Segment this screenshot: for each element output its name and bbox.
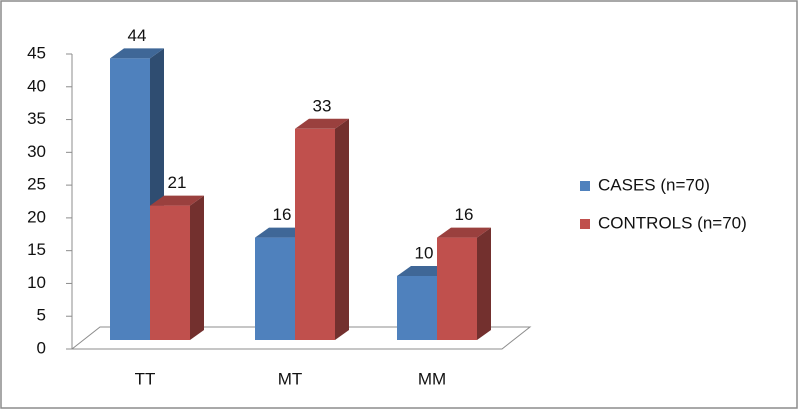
legend-swatch (580, 219, 590, 229)
legend-swatch (580, 181, 590, 191)
value-label: 16 (273, 205, 292, 224)
y-tick-label: 35 (27, 109, 46, 128)
y-tick-label: 45 (27, 43, 46, 62)
bar-side (477, 227, 491, 340)
bar-side (190, 195, 204, 340)
value-label: 16 (455, 205, 474, 224)
y-tick-label: 10 (27, 273, 46, 292)
x-tick-label: TT (135, 369, 156, 388)
bar (295, 128, 335, 340)
y-tick-label: 25 (27, 175, 46, 194)
bar-side (335, 118, 349, 340)
y-tick-label: 15 (27, 240, 46, 259)
bar-top (295, 118, 349, 129)
bar-top (150, 195, 204, 206)
value-label: 21 (168, 173, 187, 192)
x-tick-label: MM (418, 369, 446, 388)
y-tick-label: 40 (27, 76, 46, 95)
y-tick-label: 30 (27, 142, 46, 161)
bar (255, 237, 295, 340)
bar (110, 58, 150, 341)
bar-top (437, 227, 491, 238)
bar-top (110, 48, 164, 59)
bar (437, 237, 477, 340)
bar (150, 205, 190, 340)
legend-label: CASES (n=70) (598, 175, 710, 194)
y-tick-label: 20 (27, 207, 46, 226)
y-tick-label: 0 (37, 338, 46, 357)
bar (397, 276, 437, 340)
value-label: 44 (128, 26, 147, 45)
y-tick-label: 5 (37, 306, 46, 325)
value-label: 10 (415, 243, 434, 262)
value-label: 33 (313, 96, 332, 115)
legend-label: CONTROLS (n=70) (598, 213, 747, 232)
x-tick-label: MT (278, 369, 303, 388)
